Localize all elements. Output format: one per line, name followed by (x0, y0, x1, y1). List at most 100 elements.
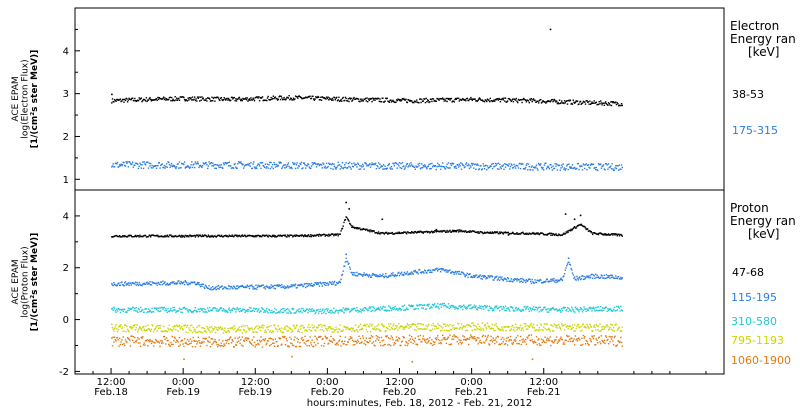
data-point (219, 307, 222, 309)
data-point (621, 166, 623, 169)
data-point (504, 97, 507, 99)
data-point (406, 233, 408, 235)
data-point (420, 341, 422, 343)
data-point (392, 338, 394, 341)
data-point (563, 232, 565, 234)
data-point (532, 308, 534, 311)
data-point (554, 324, 556, 326)
data-point (481, 169, 483, 171)
data-point (284, 328, 287, 330)
data-point (322, 324, 324, 327)
data-point (295, 164, 298, 166)
data-point (227, 327, 229, 330)
data-point (289, 286, 292, 288)
data-point (421, 323, 423, 325)
data-point (618, 169, 620, 171)
data-point (302, 235, 304, 237)
data-point (491, 232, 493, 234)
data-point (280, 95, 282, 97)
data-point (512, 101, 515, 103)
data-point (599, 163, 601, 166)
data-point (114, 339, 117, 341)
data-point (419, 98, 422, 100)
data-point (589, 306, 591, 309)
data-point (499, 305, 502, 308)
data-point (516, 280, 518, 282)
data-point (278, 96, 280, 98)
data-point (118, 345, 120, 347)
data-point (516, 329, 518, 331)
data-point (309, 326, 311, 328)
data-point (113, 99, 116, 101)
data-point (126, 236, 128, 238)
data-point (413, 232, 415, 234)
data-point (248, 98, 251, 100)
data-point (600, 309, 603, 311)
data-point (172, 282, 174, 284)
data-point (345, 257, 347, 259)
data-point (473, 336, 476, 338)
data-point (209, 346, 212, 348)
data-point (247, 234, 249, 237)
data-point (494, 162, 497, 165)
data-point (390, 168, 392, 170)
data-point (235, 288, 237, 290)
data-point (398, 165, 400, 167)
data-point (320, 234, 323, 236)
data-point (212, 236, 215, 238)
data-point (375, 308, 378, 311)
data-point (405, 325, 407, 327)
data-point (361, 327, 363, 329)
data-point (353, 96, 355, 99)
data-point (535, 166, 537, 168)
y-tick-label: -2 (59, 367, 69, 378)
data-point (482, 306, 484, 308)
y-tick-label: 4 (63, 211, 69, 222)
data-point (113, 308, 116, 310)
data-point (620, 104, 622, 107)
data-point (568, 99, 570, 101)
data-point (327, 327, 329, 329)
data-point (184, 100, 186, 102)
data-point (276, 328, 278, 331)
data-point (214, 331, 217, 334)
data-point (458, 328, 460, 330)
data-point (492, 308, 494, 310)
data-point (496, 335, 499, 338)
data-point (234, 308, 236, 310)
data-point (188, 327, 190, 329)
data-point (314, 329, 316, 331)
data-point (587, 342, 589, 344)
data-point (363, 272, 365, 274)
data-point (385, 309, 387, 311)
data-point (384, 343, 386, 346)
data-point (279, 284, 282, 287)
data-point (248, 328, 250, 330)
data-point (404, 167, 406, 169)
data-point (263, 165, 265, 167)
data-point (263, 234, 265, 236)
data-point (602, 165, 604, 168)
data-point (141, 235, 143, 238)
data-point (292, 161, 294, 164)
data-point (348, 328, 350, 330)
data-point (584, 167, 586, 170)
data-point (505, 278, 507, 281)
data-point (507, 307, 510, 309)
data-point (115, 324, 117, 326)
data-point (592, 337, 595, 340)
data-point (491, 341, 494, 343)
data-point (142, 99, 144, 102)
data-point (613, 169, 616, 171)
data-point (419, 338, 421, 341)
data-point (124, 235, 126, 237)
data-point (383, 344, 385, 346)
data-point (356, 306, 358, 309)
data-point (191, 96, 194, 98)
data-point (251, 286, 254, 288)
data-point (452, 229, 454, 231)
data-point (366, 273, 368, 276)
data-point (335, 168, 337, 170)
data-point (240, 310, 243, 312)
data-point (404, 309, 406, 311)
